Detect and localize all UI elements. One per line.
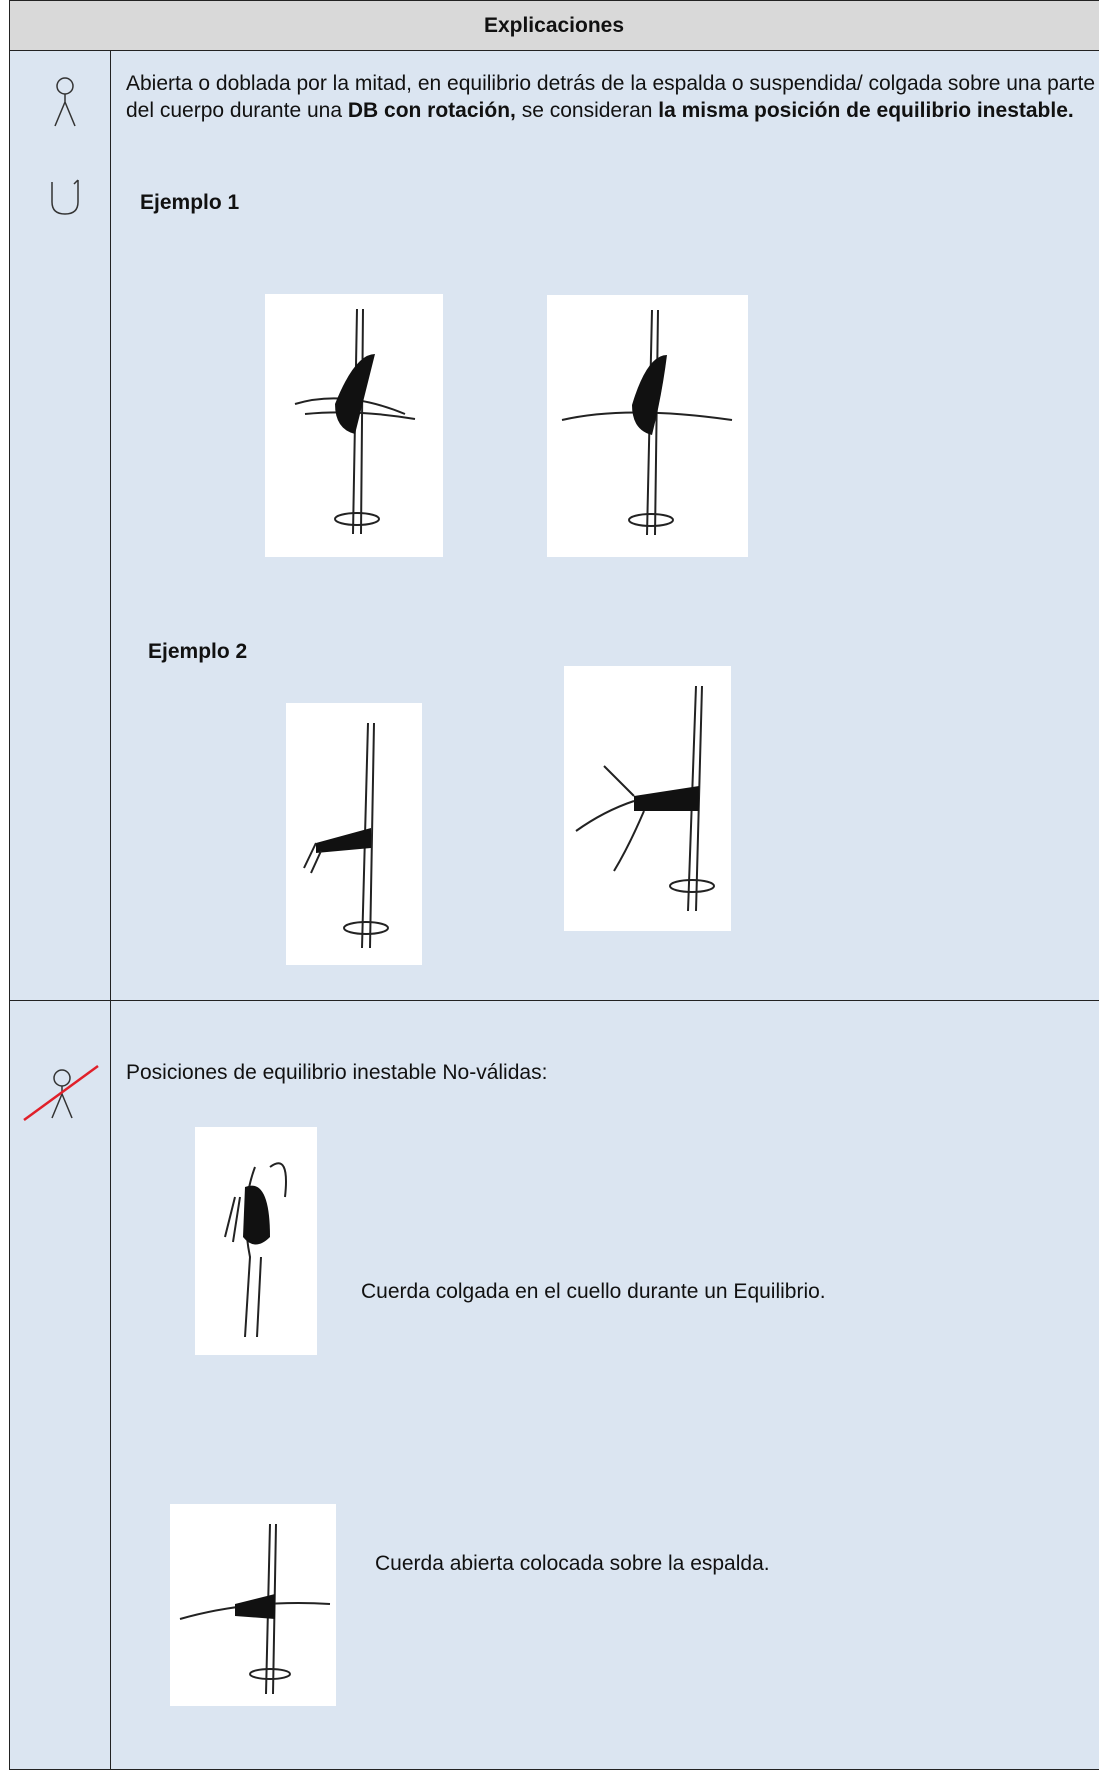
figure-image xyxy=(286,703,422,965)
figure-image xyxy=(170,1504,336,1706)
example-label: Ejemplo 1 xyxy=(140,191,240,214)
invalid-icon xyxy=(23,1064,99,1122)
text: se consideran xyxy=(515,99,659,122)
row-text: Abierta o doblada por la mitad, en equil… xyxy=(126,70,1096,124)
figure-image xyxy=(547,295,748,557)
row-text: Posiciones de equilibrio inestable No-vá… xyxy=(126,1061,548,1084)
example-label: Ejemplo 2 xyxy=(148,640,248,663)
text: Abierta o doblada por la mitad, en equil… xyxy=(126,72,1095,122)
header-row xyxy=(9,0,1099,51)
bold-text: DB con rotación, xyxy=(347,99,516,122)
bold-text: la misma posición de equilibrio inestabl… xyxy=(658,99,1074,122)
icon-cell xyxy=(9,50,112,1001)
icons xyxy=(51,77,79,215)
caption: Cuerda colgada en el cuello durante un E… xyxy=(361,1280,826,1303)
icon-cell xyxy=(9,1000,112,1770)
figure-image xyxy=(265,294,443,557)
figure-image xyxy=(195,1127,317,1355)
header-title: Explicaciones xyxy=(483,14,625,37)
caption: Cuerda abierta colocada sobre la espalda… xyxy=(375,1552,770,1575)
figure-image xyxy=(564,666,731,931)
